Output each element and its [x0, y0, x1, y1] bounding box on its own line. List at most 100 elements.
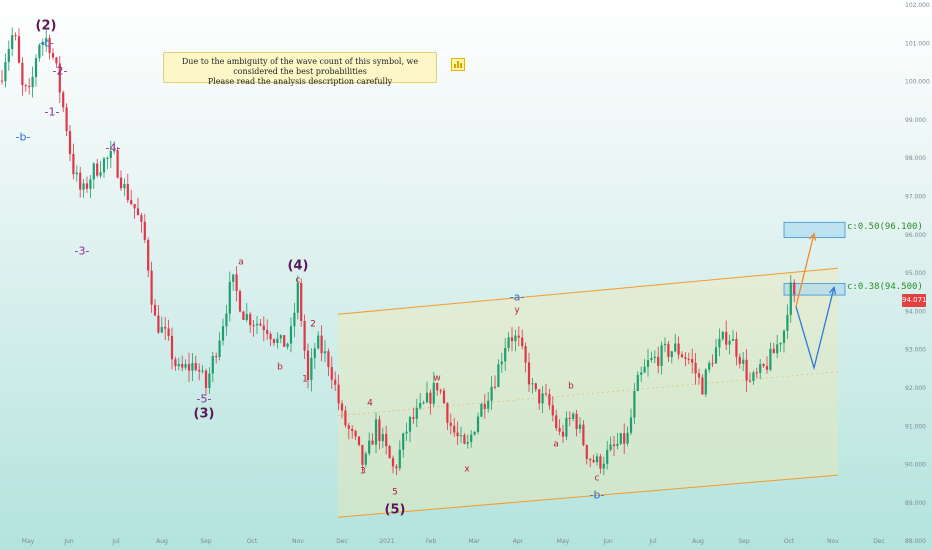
candle-down — [558, 428, 561, 432]
candle-down — [510, 337, 514, 342]
candle-up — [670, 351, 673, 357]
candle-down — [493, 386, 497, 388]
channel-lower-line — [337, 474, 839, 518]
note-line-2: Please read the analysis description car… — [207, 77, 393, 86]
candle-up — [731, 338, 735, 341]
y-tick-label: 94.000 — [905, 308, 926, 315]
y-tick-label: 88.000 — [905, 538, 926, 545]
candle-up — [572, 413, 575, 419]
candle-down — [548, 394, 551, 406]
candle-down — [582, 424, 585, 446]
candle-up — [759, 364, 762, 373]
candle-up — [616, 443, 619, 446]
wave-label-minus-2: -2- — [52, 64, 68, 78]
candle-down — [68, 131, 72, 155]
candle-up — [422, 402, 425, 404]
candle-down — [680, 354, 684, 358]
candle-up — [191, 363, 194, 371]
candle-up — [718, 338, 721, 348]
wave-label-4a: a — [238, 257, 244, 268]
candle-up — [619, 433, 622, 444]
wave-label-minus-5: -5- — [196, 392, 212, 406]
projection-orange-arrowhead — [809, 232, 817, 241]
candle-down — [174, 359, 177, 367]
candle-up — [408, 417, 412, 432]
candle-down — [544, 393, 548, 395]
candle-down — [140, 215, 143, 222]
x-tick-label: Feb — [426, 538, 437, 545]
candle-down — [762, 364, 765, 367]
candle-down — [143, 221, 146, 240]
candle-down — [340, 403, 344, 411]
candle-up — [113, 150, 116, 152]
candle-down — [266, 330, 269, 335]
candle-up — [721, 331, 724, 339]
candle-up — [34, 58, 38, 78]
candle-up — [490, 386, 493, 401]
x-tick-label: Apr — [513, 538, 524, 545]
candle-up — [466, 442, 469, 444]
y-tick-label: 92.000 — [905, 385, 926, 392]
candle-down — [147, 239, 150, 271]
candle-up — [279, 335, 282, 339]
x-tick-label: Aug — [156, 538, 168, 545]
note-chart-icon[interactable] — [451, 58, 465, 71]
candle-down — [667, 343, 670, 357]
candle-up — [646, 360, 650, 367]
y-tick-label: 102.000 — [905, 2, 930, 9]
candle-down — [153, 304, 157, 316]
candle-down — [561, 431, 565, 437]
candle-up — [221, 326, 225, 341]
candle-up — [296, 282, 299, 313]
candle-up — [636, 374, 639, 391]
candle-up — [776, 344, 779, 354]
y-tick-label: 93.000 — [905, 347, 926, 354]
candle-up — [177, 363, 180, 367]
y-tick-label: 101.000 — [905, 40, 930, 47]
last-price-tag: 94.071 — [902, 294, 927, 307]
candle-down — [395, 466, 398, 469]
candle-up — [405, 431, 408, 434]
candle-down — [701, 377, 704, 395]
candle-up — [368, 440, 371, 454]
candle-down — [575, 413, 578, 429]
candle-up — [497, 364, 500, 387]
candle-up — [432, 382, 435, 404]
candle-down — [551, 405, 554, 416]
candle-up — [514, 335, 517, 342]
candle-up — [45, 38, 48, 42]
wave-label-4c: c — [295, 275, 301, 286]
candle-up — [769, 348, 772, 370]
candle-down — [612, 444, 616, 446]
candle-up — [381, 433, 384, 442]
candle-up — [643, 366, 646, 373]
candle-down — [351, 428, 354, 432]
candle-up — [473, 431, 476, 435]
target-label-038: c:0.38(94.500) — [847, 282, 923, 292]
candle-down — [745, 359, 748, 381]
candle-up — [470, 434, 473, 443]
x-tick-label: Nov — [292, 538, 304, 545]
candle-down — [28, 86, 31, 88]
candle-up — [398, 449, 401, 469]
candle-up — [629, 417, 633, 433]
y-tick-label: 89.000 — [905, 500, 926, 507]
y-tick-label: 96.000 — [905, 232, 926, 239]
wave-label-sub-5: 5 — [392, 487, 398, 498]
channel-mid-line — [337, 371, 839, 417]
wave-label-corr-c: c — [594, 473, 600, 484]
y-tick-label: 90.000 — [905, 462, 926, 469]
wave-label-minus-1: -1- — [44, 105, 60, 119]
y-tick-label: 97.000 — [905, 194, 926, 201]
y-tick-label: 98.000 — [905, 155, 926, 162]
candle-up — [415, 407, 418, 419]
wave-label-5: (5) — [384, 502, 406, 518]
candle-down — [793, 282, 796, 295]
wave-label-a-minor: -a- — [509, 290, 525, 304]
candle-up — [507, 337, 510, 349]
candle-up — [487, 400, 490, 409]
candle-down — [463, 435, 466, 444]
candle-down — [283, 335, 286, 347]
